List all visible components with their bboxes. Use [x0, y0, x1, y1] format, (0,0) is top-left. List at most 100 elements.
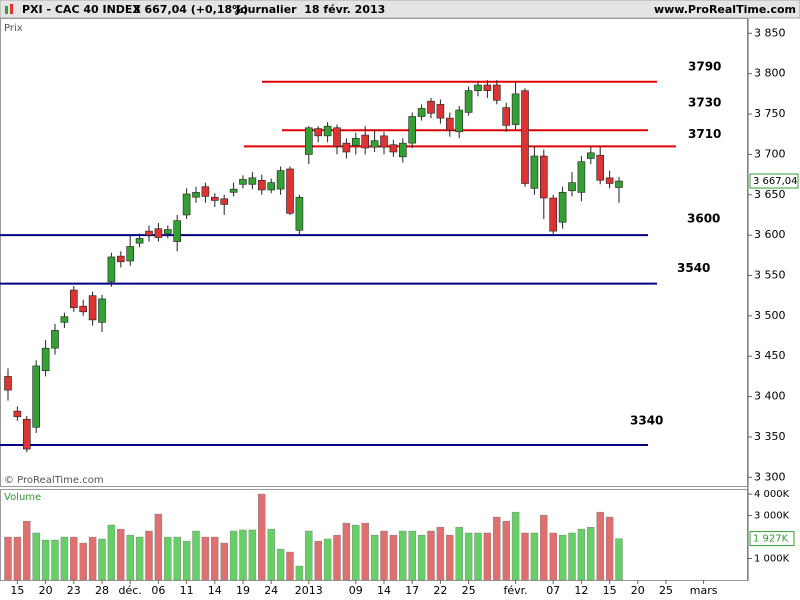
x-tick-label: 24: [264, 584, 278, 597]
candle-body: [145, 230, 153, 236]
candle-body: [342, 142, 351, 153]
candle-body: [398, 142, 407, 158]
x-tick-label: 2013: [295, 584, 323, 597]
candle-body: [577, 161, 586, 193]
y-tick-label: 3 800: [754, 67, 786, 80]
candle-body: [483, 84, 492, 91]
candle-body: [201, 186, 210, 197]
volume-bar: [135, 536, 144, 581]
volume-bar: [474, 532, 482, 581]
candle-body: [88, 295, 97, 321]
volume-bar: [446, 534, 454, 581]
volume-bar: [173, 536, 181, 581]
volume-bar: [192, 530, 200, 581]
x-tick-label: 06: [151, 584, 165, 597]
volume-bar: [164, 536, 172, 581]
volume-bar: [182, 540, 191, 581]
candle-body: [98, 298, 106, 323]
candle-body: [79, 305, 87, 313]
volume-bar: [427, 530, 435, 581]
volume-bar: [417, 534, 426, 581]
title: PXI - CAC 40 INDEX: [22, 3, 141, 16]
candle-body: [558, 192, 567, 223]
volume-label: Volume: [4, 492, 41, 503]
volume-bar: [408, 530, 416, 581]
y-tick-label: 3 400: [754, 390, 786, 403]
last-volume-label: 1 927K: [753, 534, 789, 545]
candle-body: [464, 90, 473, 113]
last-volume-badge: [749, 531, 795, 547]
volume-bar: [41, 539, 50, 581]
volume-bar: [587, 526, 595, 581]
candle-body: [126, 246, 134, 262]
volume-bar: [88, 536, 97, 581]
volume-bar: [596, 511, 604, 581]
candle-body: [220, 198, 228, 205]
candle-body: [530, 155, 539, 189]
volume-bar: [361, 522, 369, 581]
candle-body: [436, 104, 445, 119]
y-tick-label: 1 000K: [754, 554, 790, 565]
candle-body: [286, 168, 294, 214]
volume-bar: [248, 529, 257, 581]
volume-bar: [558, 534, 567, 581]
x-tick-label: 11: [180, 584, 194, 597]
volume-bar: [107, 524, 116, 581]
y-tick-label: 3 350: [754, 430, 786, 443]
candle-body: [276, 170, 285, 190]
candle-body: [427, 100, 435, 114]
volume-bar: [60, 536, 69, 581]
candle-body: [351, 137, 360, 146]
volume-bar: [511, 511, 520, 581]
x-tick-label: 12: [574, 584, 588, 597]
candle-body: [229, 188, 238, 193]
candle-body: [135, 238, 144, 244]
candle-body: [164, 229, 172, 234]
x-tick-label: févr.: [504, 584, 528, 597]
volume-bar: [540, 514, 548, 581]
volume-bar: [220, 542, 228, 581]
candle-body: [511, 93, 520, 125]
volume-bar: [521, 532, 529, 581]
volume-bar: [229, 530, 238, 581]
candle-body: [568, 182, 576, 192]
candle-body: [41, 347, 50, 372]
candle-body: [304, 127, 313, 155]
volume-bar: [342, 522, 351, 581]
level-label: 3710: [688, 127, 721, 141]
volume-bar: [455, 526, 463, 581]
volume-bar: [464, 532, 473, 581]
y-tick-label: 3 650: [754, 188, 786, 201]
x-tick-label: mars: [690, 584, 718, 597]
candle-body: [154, 228, 163, 238]
candle-body: [51, 330, 59, 349]
x-tick-label: 15: [603, 584, 617, 597]
volume-bar: [615, 538, 623, 581]
volume-bar: [32, 532, 40, 581]
period: Journalier 18 févr. 2013: [235, 3, 385, 16]
x-tick-label: 14: [377, 584, 391, 597]
candle-body: [474, 84, 482, 91]
x-tick-label: 23: [67, 584, 81, 597]
candle-body: [32, 365, 41, 428]
candle-body: [549, 197, 558, 232]
last-price-badge: [749, 173, 799, 189]
candle-body: [107, 256, 116, 283]
volume-bar: [79, 542, 87, 581]
source: www.ProRealTime.com: [654, 3, 796, 16]
price-label: Prix: [4, 23, 23, 34]
x-tick-label: 20: [631, 584, 645, 597]
candle-body: [239, 179, 247, 185]
candle-body: [586, 152, 595, 159]
candle-body: [445, 117, 454, 131]
volume-bar: [201, 536, 210, 581]
x-tick-label: 25: [462, 584, 476, 597]
volume-bar: [23, 520, 31, 581]
candle-body: [257, 179, 266, 191]
volume-bar: [399, 530, 407, 581]
candle-body: [248, 177, 257, 185]
volume-bar: [333, 534, 341, 581]
candle-body: [13, 410, 22, 418]
volume-bar: [323, 538, 332, 581]
level-label: 3790: [688, 59, 721, 73]
